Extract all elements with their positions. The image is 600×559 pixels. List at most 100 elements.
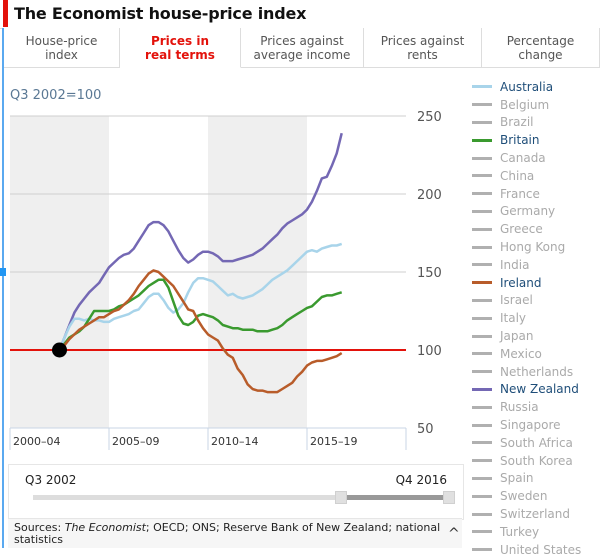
tab-prices-in-real-terms[interactable]: Prices in real terms xyxy=(120,28,241,68)
legend-item-united-states[interactable]: United States xyxy=(472,541,600,559)
legend-label: Russia xyxy=(500,400,539,415)
tab-bar: House-price index Prices in real terms Pri… xyxy=(4,28,600,68)
legend-swatch xyxy=(472,494,492,498)
tab-house-price-index[interactable]: House-price index xyxy=(4,28,120,68)
legend-item-belgium[interactable]: Belgium xyxy=(472,96,600,114)
legend-label: Japan xyxy=(500,329,534,344)
legend-swatch xyxy=(472,156,492,160)
legend-item-russia[interactable]: Russia xyxy=(472,398,600,416)
legend-item-brazil[interactable]: Brazil xyxy=(472,114,600,132)
y-tick-label: 50 xyxy=(417,422,434,437)
tab-prices-against-rents[interactable]: Prices against rents xyxy=(364,28,482,68)
base-point-marker xyxy=(52,342,67,358)
legend-item-greece[interactable]: Greece xyxy=(472,220,600,238)
legend-swatch xyxy=(472,530,492,534)
legend-item-japan[interactable]: Japan xyxy=(472,327,600,345)
legend-label: Singapore xyxy=(500,418,561,433)
legend-item-ireland[interactable]: Ireland xyxy=(472,274,600,292)
legend-label: France xyxy=(500,186,540,201)
legend-item-switzerland[interactable]: Switzerland xyxy=(472,505,600,523)
legend-label: Hong Kong xyxy=(500,240,566,255)
period-label: 2000–04 xyxy=(13,435,61,448)
tab-label-line1: Percentage xyxy=(506,33,575,48)
tab-label-line2: change xyxy=(518,47,563,62)
tab-prices-against-income[interactable]: Prices against average income xyxy=(241,28,364,68)
legend-swatch xyxy=(472,209,492,213)
legend-item-india[interactable]: India xyxy=(472,256,600,274)
legend-label: Mexico xyxy=(500,346,542,361)
legend-swatch xyxy=(472,405,492,409)
legend-label: Ireland xyxy=(500,275,542,290)
legend-swatch xyxy=(472,138,492,142)
tab-percentage-change[interactable]: Percentage change xyxy=(482,28,600,68)
legend-item-italy[interactable]: Italy xyxy=(472,309,600,327)
legend-swatch xyxy=(472,245,492,249)
line-chart: 2000–04 2005–09 2010–14 2015–19 50 100 150 200… xyxy=(9,110,442,450)
tab-label-line1: House-price xyxy=(25,33,98,48)
sources-note: Sources: The Economist; OECD; ONS; Reser… xyxy=(8,518,462,548)
legend-swatch xyxy=(472,103,492,107)
legend-swatch xyxy=(472,227,492,231)
legend-swatch xyxy=(472,423,492,427)
legend-swatch xyxy=(472,263,492,267)
legend-swatch xyxy=(472,370,492,374)
legend-label: New Zealand xyxy=(500,382,579,397)
slider-end-handle[interactable] xyxy=(443,491,455,504)
legend-item-china[interactable]: China xyxy=(472,167,600,185)
legend-item-netherlands[interactable]: Netherlands xyxy=(472,363,600,381)
legend-item-south-korea[interactable]: South Korea xyxy=(472,452,600,470)
slider-track[interactable] xyxy=(33,495,449,500)
legend-label: Spain xyxy=(500,471,534,486)
y-tick-label: 200 xyxy=(417,188,442,203)
series-line-new-zealand xyxy=(58,132,343,351)
y-tick-label: 100 xyxy=(417,344,442,359)
resize-handle[interactable] xyxy=(0,268,6,276)
legend-swatch xyxy=(472,192,492,196)
legend-item-sweden[interactable]: Sweden xyxy=(472,487,600,505)
tab-label-line1: Prices against xyxy=(260,33,344,48)
legend-swatch xyxy=(472,298,492,302)
legend-item-france[interactable]: France xyxy=(472,185,600,203)
legend-item-turkey[interactable]: Turkey xyxy=(472,523,600,541)
legend-label: South Africa xyxy=(500,435,573,450)
legend-item-new-zealand[interactable]: New Zealand xyxy=(472,381,600,399)
slider-selected-range[interactable] xyxy=(340,495,449,500)
legend-swatch xyxy=(472,441,492,445)
legend-label: Britain xyxy=(500,133,540,148)
legend-item-spain[interactable]: Spain xyxy=(472,470,600,488)
slider-start-handle[interactable] xyxy=(334,491,347,504)
title-accent xyxy=(3,0,8,27)
y-tick-label: 250 xyxy=(417,110,442,125)
series-line-ireland xyxy=(58,269,343,394)
legend-swatch xyxy=(472,512,492,516)
legend-item-britain[interactable]: Britain xyxy=(472,131,600,149)
collapse-chevron-up-icon[interactable]: ^ xyxy=(448,526,460,542)
legend-item-hong-kong[interactable]: Hong Kong xyxy=(472,238,600,256)
legend-item-singapore[interactable]: Singapore xyxy=(472,416,600,434)
legend-item-canada[interactable]: Canada xyxy=(472,149,600,167)
legend-swatch xyxy=(472,334,492,338)
legend-item-south-africa[interactable]: South Africa xyxy=(472,434,600,452)
legend-label: Belgium xyxy=(500,97,550,112)
legend-label: China xyxy=(500,168,535,183)
legend-item-australia[interactable]: Australia xyxy=(472,78,600,96)
legend-item-germany[interactable]: Germany xyxy=(472,203,600,221)
legend-item-israel[interactable]: Israel xyxy=(472,292,600,310)
page-title: The Economist house-price index xyxy=(14,4,307,23)
legend-swatch xyxy=(472,387,492,391)
legend-swatch xyxy=(472,459,492,463)
title-bar: The Economist house-price index xyxy=(0,0,600,29)
legend: Australia Belgium Brazil Britain Canada China… xyxy=(472,78,600,559)
legend-swatch xyxy=(472,352,492,356)
y-tick-label: 150 xyxy=(417,266,442,281)
legend-item-mexico[interactable]: Mexico xyxy=(472,345,600,363)
sources-prefix: Sources: xyxy=(14,521,65,534)
sources-italic: The Economist xyxy=(64,521,146,534)
legend-swatch xyxy=(472,281,492,285)
legend-label: Brazil xyxy=(500,115,534,130)
sources-rest: ; OECD; ONS; Reserve Bank of New Zealand… xyxy=(14,521,441,546)
legend-label: Italy xyxy=(500,311,527,326)
legend-label: Netherlands xyxy=(500,364,574,379)
tab-label-line2: average income xyxy=(253,47,351,62)
left-frame-border xyxy=(2,28,4,548)
